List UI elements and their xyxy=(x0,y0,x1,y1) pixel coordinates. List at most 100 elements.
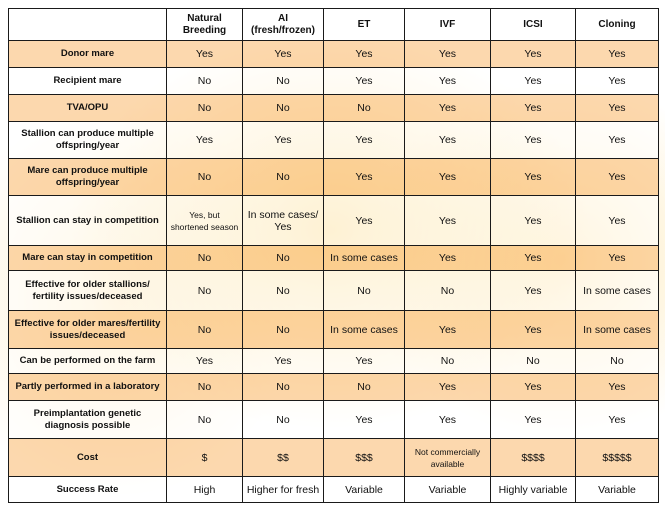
table-cell: Yes xyxy=(242,348,324,374)
table-cell: No xyxy=(404,348,491,374)
table-cell: Yes xyxy=(404,67,491,95)
column-header: IVF xyxy=(404,8,491,41)
table-row: Can be performed on the farm Yes Yes Yes No N… xyxy=(8,348,659,374)
table-cell: Yes xyxy=(575,245,659,271)
table-cell: Yes xyxy=(166,40,243,68)
table-row: Effective for older stallions/ fertility… xyxy=(8,270,659,311)
table-cell: Yes xyxy=(490,310,576,349)
table-cell: Yes xyxy=(490,67,576,95)
row-label: Effective for older stallions/ fertility… xyxy=(8,270,167,311)
table-cell: No xyxy=(242,67,324,95)
table-cell: Yes xyxy=(490,245,576,271)
table-cell: No xyxy=(166,94,243,122)
table-cell: Variable xyxy=(323,476,405,503)
header-row: Natural Breeding AI (fresh/frozen) ET IVF ICSI… xyxy=(8,8,659,41)
table-cell: No xyxy=(242,158,324,196)
table-cell: Yes xyxy=(575,400,659,439)
table-cell: No xyxy=(242,400,324,439)
table-row: Cost $ $$ $$$ Not commercially available $$$$… xyxy=(8,438,659,477)
table-cell: Yes xyxy=(490,40,576,68)
table-cell: No xyxy=(242,245,324,271)
table-cell: Yes xyxy=(323,121,405,159)
table-cell: Yes xyxy=(242,121,324,159)
row-label: Mare can produce multiple offspring/year xyxy=(8,158,167,196)
row-label: Success Rate xyxy=(8,476,167,503)
table-row: Stallion can produce multiple offspring/… xyxy=(8,121,659,159)
table-cell: Yes xyxy=(404,245,491,271)
table-cell: No xyxy=(166,270,243,311)
table-cell: Higher for fresh xyxy=(242,476,324,503)
row-label: Recipient mare xyxy=(8,67,167,95)
table-cell: Yes xyxy=(575,67,659,95)
table-cell: No xyxy=(575,348,659,374)
table-row: Donor mare Yes Yes Yes Yes Yes Yes xyxy=(8,40,659,68)
table-cell: Yes xyxy=(490,158,576,196)
column-header: ICSI xyxy=(490,8,576,41)
table-cell: Yes xyxy=(575,94,659,122)
table-cell: No xyxy=(323,94,405,122)
table-cell: No xyxy=(242,373,324,401)
table-cell: In some cases/ Yes xyxy=(242,195,324,246)
table-cell: Yes xyxy=(323,67,405,95)
table-row: Recipient mare No No Yes Yes Yes Yes xyxy=(8,67,659,95)
table-cell: Yes xyxy=(490,121,576,159)
table-cell: Yes xyxy=(490,400,576,439)
column-header: ET xyxy=(323,8,405,41)
row-label: Effective for older mares/fertility issu… xyxy=(8,310,167,349)
table-cell: Yes xyxy=(575,158,659,196)
table-cell: No xyxy=(490,348,576,374)
row-label: Stallion can produce multiple offspring/… xyxy=(8,121,167,159)
table-cell: Yes, but shortened season xyxy=(166,195,243,246)
table-cell: Yes xyxy=(323,348,405,374)
table-cell: Yes xyxy=(404,373,491,401)
row-label: Cost xyxy=(8,438,167,477)
row-label: Mare can stay in competition xyxy=(8,245,167,271)
table-cell: No xyxy=(166,158,243,196)
column-header: Natural Breeding xyxy=(166,8,243,41)
table-cell: No xyxy=(404,270,491,311)
row-label: Donor mare xyxy=(8,40,167,68)
table-cell: Variable xyxy=(404,476,491,503)
table-cell: Yes xyxy=(575,40,659,68)
table-row: Effective for older mares/fertility issu… xyxy=(8,310,659,349)
table-row: Success Rate High Higher for fresh Variable… xyxy=(8,476,659,503)
table-cell: Yes xyxy=(323,40,405,68)
table-cell: Yes xyxy=(490,94,576,122)
row-label: Preimplantation genetic diagnosis possib… xyxy=(8,400,167,439)
table-cell: $$$$$ xyxy=(575,438,659,477)
table-cell: Not commercially available xyxy=(404,438,491,477)
table-cell: $$$ xyxy=(323,438,405,477)
table-cell: Yes xyxy=(404,158,491,196)
table-row: Mare can produce multiple offspring/year… xyxy=(8,158,659,196)
table-cell: No xyxy=(166,245,243,271)
table-cell: Yes xyxy=(166,121,243,159)
table-cell: Yes xyxy=(404,400,491,439)
table-cell: Yes xyxy=(404,94,491,122)
table-cell: Yes xyxy=(404,195,491,246)
table-row: Preimplantation genetic diagnosis possib… xyxy=(8,400,659,439)
header-corner xyxy=(8,8,167,41)
table-cell: In some cases xyxy=(575,310,659,349)
table-row: Partly performed in a laboratory No No No Ye… xyxy=(8,373,659,401)
table-cell: Yes xyxy=(404,121,491,159)
table-cell: Yes xyxy=(575,373,659,401)
table-cell: Yes xyxy=(323,400,405,439)
table-cell: $ xyxy=(166,438,243,477)
table-cell: Yes xyxy=(323,158,405,196)
row-label: Partly performed in a laboratory xyxy=(8,373,167,401)
table-row: Mare can stay in competition No No In some … xyxy=(8,245,659,271)
table-cell: Yes xyxy=(575,121,659,159)
row-label: Stallion can stay in competition xyxy=(8,195,167,246)
row-label: TVA/OPU xyxy=(8,94,167,122)
table-cell: No xyxy=(242,310,324,349)
row-label: Can be performed on the farm xyxy=(8,348,167,374)
table-cell: In some cases xyxy=(323,310,405,349)
table-cell: No xyxy=(166,310,243,349)
table-cell: Yes xyxy=(404,40,491,68)
table-cell: No xyxy=(166,400,243,439)
table-cell: No xyxy=(166,373,243,401)
table-cell: Highly variable xyxy=(490,476,576,503)
table-cell: High xyxy=(166,476,243,503)
table-cell: Yes xyxy=(490,373,576,401)
breeding-comparison-table: Natural Breeding AI (fresh/frozen) ET IVF ICSI… xyxy=(8,8,659,503)
